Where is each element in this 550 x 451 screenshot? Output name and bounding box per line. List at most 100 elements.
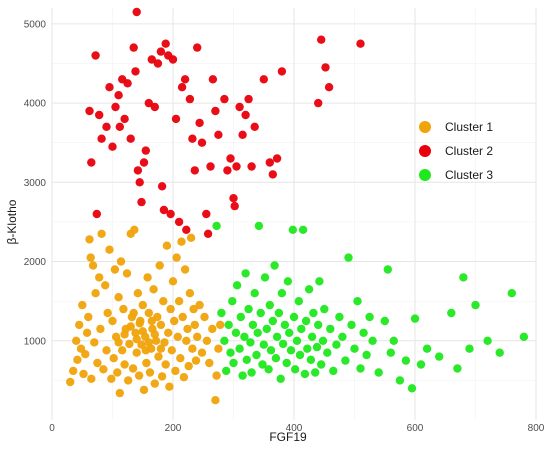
cluster-1-point	[133, 289, 143, 298]
cluster-1-point	[115, 388, 125, 398]
cluster-3-point	[416, 360, 426, 369]
cluster-3-point	[395, 376, 405, 385]
cluster-3-point	[222, 366, 231, 376]
cluster-1-point	[216, 320, 225, 330]
cluster-1-point	[125, 339, 134, 349]
cluster-2-point	[156, 47, 166, 56]
legend-key-cluster-3	[419, 169, 431, 181]
cluster-1-point	[145, 368, 155, 377]
cluster-3-point	[244, 304, 253, 314]
cluster-1-point	[197, 348, 207, 357]
cluster-1-point	[86, 253, 95, 262]
cluster-1-point	[119, 304, 128, 314]
legend-key-cluster-2	[419, 145, 431, 157]
cluster-1-point	[165, 382, 174, 391]
cluster-2-point	[193, 43, 202, 52]
x-tick-label: 400	[286, 423, 303, 434]
cluster-1-point	[171, 366, 180, 376]
cluster-1-point	[143, 273, 152, 282]
cluster-3-point	[306, 355, 316, 364]
cluster-3-point	[435, 352, 444, 361]
cluster-3-point	[224, 320, 233, 330]
cluster-3-point	[259, 340, 268, 349]
cluster-1-point	[200, 312, 209, 322]
cluster-1-point	[176, 354, 185, 363]
cluster-3-point	[297, 324, 306, 334]
cluster-1-point	[214, 344, 223, 353]
cluster-1-point	[179, 373, 189, 382]
cluster-2-point	[95, 110, 104, 120]
cluster-1-point	[167, 346, 176, 355]
cluster-2-point	[241, 110, 250, 120]
cluster-1-point	[120, 330, 129, 339]
cluster-3-point	[291, 365, 300, 374]
cluster-1-point	[202, 336, 212, 345]
cluster-1-point	[101, 281, 110, 290]
cluster-3-point	[246, 338, 255, 347]
cluster-3-point	[320, 304, 329, 314]
legend-label-cluster-2: Cluster 2	[445, 144, 493, 158]
cluster-1-point	[149, 285, 158, 294]
x-tick-label: 800	[528, 423, 545, 434]
cluster-3-point	[295, 350, 305, 360]
cluster-3-point	[447, 308, 456, 318]
cluster-3-point	[507, 289, 516, 298]
cluster-2-point	[120, 114, 129, 124]
cluster-1-point	[131, 328, 140, 337]
cluster-2-point	[133, 166, 143, 175]
cluster-1-point	[114, 338, 123, 347]
cluster-3-point	[217, 308, 226, 318]
cluster-1-point	[114, 293, 123, 302]
cluster-1-point	[141, 346, 150, 355]
y-tick-label: 5000	[24, 19, 47, 30]
cluster-3-point	[453, 364, 462, 373]
cluster-3-point	[294, 297, 303, 306]
cluster-1-point	[156, 344, 166, 353]
cluster-1-point	[144, 308, 153, 318]
cluster-1-point	[82, 328, 92, 337]
legend-label-cluster-3: Cluster 3	[445, 168, 493, 182]
cluster-1-point	[168, 277, 178, 286]
cluster-3-point	[365, 312, 374, 322]
cluster-2-point	[321, 63, 330, 72]
cluster-1-point	[66, 377, 75, 387]
cluster-1-point	[144, 338, 153, 347]
cluster-2-point	[91, 51, 100, 60]
cluster-1-point	[90, 338, 99, 347]
cluster-3-point	[220, 336, 229, 345]
cluster-2-point	[97, 134, 106, 143]
cluster-2-point	[197, 138, 207, 147]
cluster-1-point	[73, 355, 82, 364]
cluster-1-point	[103, 308, 112, 318]
cluster-1-point	[193, 332, 202, 341]
cluster-3-point	[240, 332, 249, 341]
cluster-2-point	[123, 79, 132, 88]
cluster-3-point	[238, 371, 247, 380]
cluster-2-point	[147, 55, 156, 64]
cluster-3-point	[242, 355, 251, 364]
cluster-2-point	[356, 39, 365, 48]
cluster-1-point	[95, 273, 104, 282]
cluster-1-point	[208, 324, 217, 334]
cluster-3-point	[280, 320, 290, 330]
cluster-1-point	[72, 336, 81, 345]
cluster-2-point	[226, 154, 235, 163]
cluster-2-point	[141, 146, 150, 155]
cluster-1-point	[150, 379, 159, 388]
cluster-3-point	[329, 366, 338, 376]
cluster-1-point	[87, 374, 96, 383]
cluster-2-point	[182, 225, 191, 234]
cluster-3-point	[235, 344, 244, 353]
cluster-1-point	[84, 312, 93, 322]
cluster-1-point	[154, 352, 163, 361]
cluster-1-point	[126, 322, 135, 331]
legend-label-cluster-1: Cluster 1	[445, 120, 493, 134]
cluster-3-point	[274, 308, 284, 318]
cluster-1-point	[132, 348, 141, 357]
legend-key-cluster-1	[419, 121, 431, 133]
cluster-1-point	[155, 261, 164, 270]
cluster-1-point	[107, 374, 116, 383]
cluster-3-point	[226, 348, 235, 357]
cluster-1-point	[102, 346, 111, 355]
